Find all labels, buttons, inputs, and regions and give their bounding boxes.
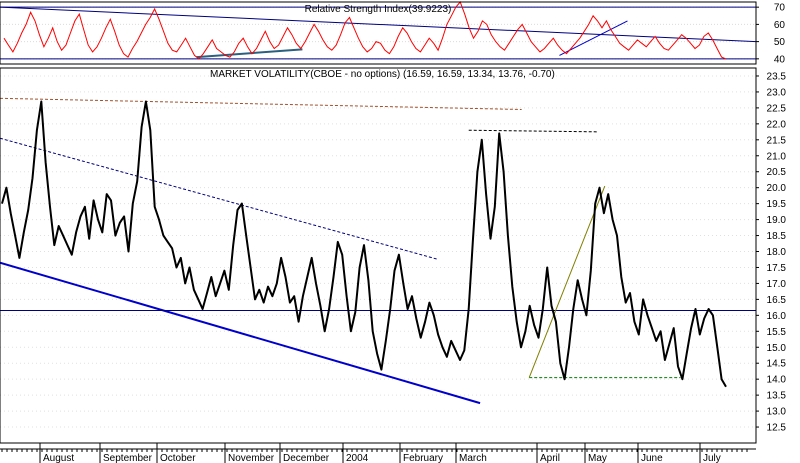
rsi-trendline bbox=[0, 6, 757, 43]
volatility-y-tick-label: 18.0 bbox=[767, 247, 787, 258]
volatility-y-tick-label: 13.0 bbox=[767, 407, 787, 418]
volatility-trendline bbox=[0, 261, 481, 405]
x-tick-label: May bbox=[588, 453, 607, 463]
volatility-series-line bbox=[1, 100, 727, 388]
volatility-y-tick-label: 17.0 bbox=[767, 279, 787, 290]
volatility-y-tick-label: 17.5 bbox=[767, 263, 787, 274]
rsi-panel: 40 50 60 70 Relative Strength Index(39.9223… bbox=[0, 1, 786, 65]
volatility-panel: 12.5 13.0 13.5 14.0 14.5 15.0 15.5 16.0 16.5 17.0… bbox=[0, 67, 787, 444]
volatility-trendline bbox=[0, 137, 439, 260]
rsi-plot-frame bbox=[0, 1, 757, 65]
rsi-trendlines bbox=[0, 6, 757, 59]
rsi-reference-lines bbox=[0, 6, 756, 60]
volatility-y-tick-label: 20.5 bbox=[767, 167, 787, 178]
rsi-trendline bbox=[559, 20, 628, 56]
volatility-y-tick-label: 15.5 bbox=[767, 327, 787, 338]
rsi-y-tick-label: 70 bbox=[774, 3, 786, 14]
volatility-y-tick-label: 16.0 bbox=[767, 311, 787, 322]
volatility-y-tick-label: 21.0 bbox=[767, 151, 787, 162]
volatility-trendline bbox=[528, 185, 606, 378]
x-tick-label: July bbox=[703, 453, 721, 463]
volatility-title: MARKET VOLATILITY(CBOE - no options) (16… bbox=[210, 69, 555, 80]
x-axis: August September October November December 20… bbox=[0, 443, 756, 463]
x-tick-label: April bbox=[540, 453, 560, 463]
rsi-y-tick-label: 40 bbox=[774, 54, 786, 65]
volatility-y-tick-label: 22.5 bbox=[767, 103, 787, 114]
volatility-y-tick-label: 14.0 bbox=[767, 375, 787, 386]
volatility-y-tick-label: 14.5 bbox=[767, 359, 787, 370]
volatility-y-tick-label: 23.5 bbox=[767, 71, 787, 82]
rsi-trendline bbox=[196, 48, 303, 59]
x-tick-label: August bbox=[43, 453, 74, 463]
rsi-y-axis: 40 50 60 70 bbox=[756, 3, 786, 65]
x-tick-label: June bbox=[641, 453, 663, 463]
x-tick-label: September bbox=[103, 453, 153, 463]
volatility-y-tick-label: 19.5 bbox=[767, 199, 787, 210]
volatility-y-tick-label: 22.0 bbox=[767, 119, 787, 130]
x-tick-label: March bbox=[459, 453, 487, 463]
volatility-y-axis: 12.5 13.0 13.5 14.0 14.5 15.0 15.5 16.0 16.5 17.0… bbox=[756, 71, 787, 434]
x-tick-label: December bbox=[283, 453, 330, 463]
rsi-series-line bbox=[3, 1, 727, 60]
volatility-trendlines bbox=[0, 97, 756, 405]
volatility-y-tick-label: 20.0 bbox=[767, 183, 787, 194]
volatility-trendline bbox=[468, 129, 598, 133]
x-tick-label: November bbox=[228, 453, 275, 463]
rsi-y-tick-label: 50 bbox=[774, 37, 786, 48]
volatility-y-tick-label: 18.5 bbox=[767, 231, 787, 242]
volatility-y-tick-label: 21.5 bbox=[767, 135, 787, 146]
volatility-y-tick-label: 15.0 bbox=[767, 343, 787, 354]
volatility-plot-frame bbox=[0, 67, 757, 444]
x-tick-label: October bbox=[160, 453, 196, 463]
x-tick-label: 2004 bbox=[346, 453, 369, 463]
volatility-y-tick-label: 23.0 bbox=[767, 87, 787, 98]
volatility-y-tick-label: 13.5 bbox=[767, 391, 787, 402]
rsi-title: Relative Strength Index(39.9223) bbox=[305, 4, 452, 15]
volatility-y-tick-label: 16.5 bbox=[767, 295, 787, 306]
x-tick-label: February bbox=[403, 453, 443, 463]
volatility-y-tick-label: 12.5 bbox=[767, 423, 787, 434]
volatility-trendline bbox=[0, 97, 522, 110]
rsi-y-tick-label: 60 bbox=[774, 20, 786, 31]
volatility-y-tick-label: 19.0 bbox=[767, 215, 787, 226]
